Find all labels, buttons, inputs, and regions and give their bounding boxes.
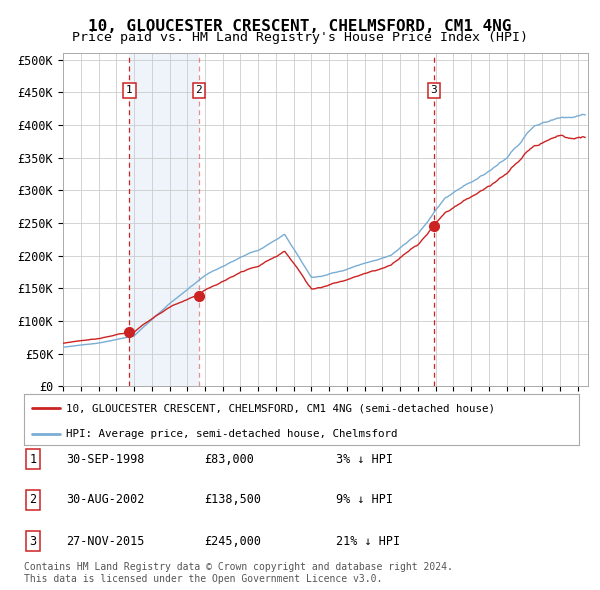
Text: 3: 3: [431, 86, 437, 96]
Text: Price paid vs. HM Land Registry's House Price Index (HPI): Price paid vs. HM Land Registry's House …: [72, 31, 528, 44]
Text: Contains HM Land Registry data © Crown copyright and database right 2024.
This d: Contains HM Land Registry data © Crown c…: [24, 562, 453, 584]
Text: 10, GLOUCESTER CRESCENT, CHELMSFORD, CM1 4NG: 10, GLOUCESTER CRESCENT, CHELMSFORD, CM1…: [88, 19, 512, 34]
Text: 10, GLOUCESTER CRESCENT, CHELMSFORD, CM1 4NG (semi-detached house): 10, GLOUCESTER CRESCENT, CHELMSFORD, CM1…: [65, 403, 494, 413]
Text: £245,000: £245,000: [204, 535, 261, 548]
Text: 30-AUG-2002: 30-AUG-2002: [66, 493, 145, 506]
Text: 1: 1: [126, 86, 133, 96]
Text: 21% ↓ HPI: 21% ↓ HPI: [336, 535, 400, 548]
Text: 27-NOV-2015: 27-NOV-2015: [66, 535, 145, 548]
Text: £138,500: £138,500: [204, 493, 261, 506]
Text: 3% ↓ HPI: 3% ↓ HPI: [336, 453, 393, 466]
Text: HPI: Average price, semi-detached house, Chelmsford: HPI: Average price, semi-detached house,…: [65, 429, 397, 439]
Text: 9% ↓ HPI: 9% ↓ HPI: [336, 493, 393, 506]
Text: 30-SEP-1998: 30-SEP-1998: [66, 453, 145, 466]
Bar: [130, 53, 199, 386]
Text: £83,000: £83,000: [204, 453, 254, 466]
Text: 2: 2: [29, 493, 37, 506]
Text: 3: 3: [29, 535, 37, 548]
Text: 2: 2: [196, 86, 202, 96]
Text: 1: 1: [29, 453, 37, 466]
